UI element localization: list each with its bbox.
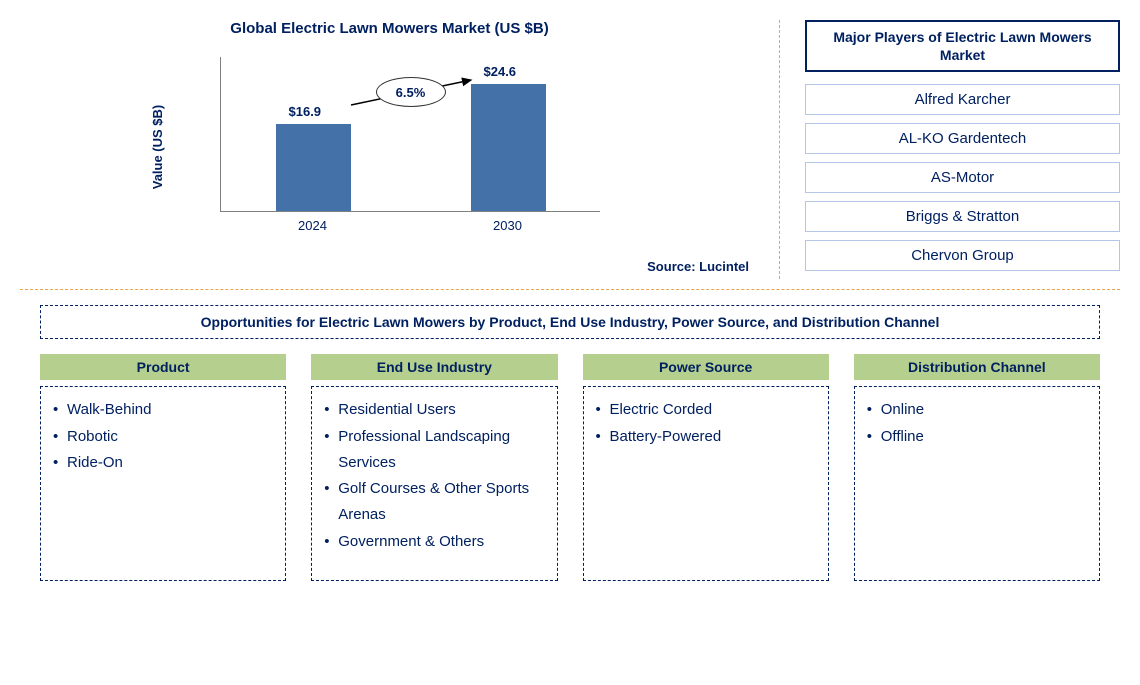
list-item: Residential Users xyxy=(324,397,544,423)
column-body: Residential Users Professional Landscapi… xyxy=(311,386,557,581)
column-product: Product Walk-Behind Robotic Ride-On xyxy=(40,354,286,581)
player-item: AS-Motor xyxy=(805,162,1120,193)
column-power-source: Power Source Electric Corded Battery-Pow… xyxy=(583,354,829,581)
x-tick-2030: 2030 xyxy=(493,218,522,233)
column-header: Product xyxy=(40,354,286,380)
source-label: Source: Lucintel xyxy=(647,259,749,274)
list-item: Electric Corded xyxy=(596,397,816,423)
x-tick-2024: 2024 xyxy=(298,218,327,233)
column-header: Power Source xyxy=(583,354,829,380)
bar-2024 xyxy=(276,124,351,211)
major-players-panel: Major Players of Electric Lawn Mowers Ma… xyxy=(780,20,1120,279)
column-header: Distribution Channel xyxy=(854,354,1100,380)
column-body: Electric Corded Battery-Powered xyxy=(583,386,829,581)
y-axis-label: Value (US $B) xyxy=(150,105,165,190)
player-item: Briggs & Stratton xyxy=(805,201,1120,232)
list-item: Walk-Behind xyxy=(53,397,273,423)
list-item: Ride-On xyxy=(53,450,273,476)
column-end-use: End Use Industry Residential Users Profe… xyxy=(311,354,557,581)
growth-rate-badge: 6.5% xyxy=(376,77,446,107)
bar-label-2024: $16.9 xyxy=(289,104,322,119)
bar-label-2030: $24.6 xyxy=(484,64,517,79)
opportunities-title: Opportunities for Electric Lawn Mowers b… xyxy=(40,305,1100,339)
plot-area: $16.9 2024 $24.6 2030 6.5% xyxy=(220,57,600,212)
opportunities-columns: Product Walk-Behind Robotic Ride-On End … xyxy=(20,354,1120,581)
bar-chart: Value (US $B) $16.9 2024 $24.6 2030 xyxy=(160,57,620,237)
column-distribution: Distribution Channel Online Offline xyxy=(854,354,1100,581)
players-title: Major Players of Electric Lawn Mowers Ma… xyxy=(805,20,1120,72)
list-item: Battery-Powered xyxy=(596,424,816,450)
list-item: Professional Landscaping Services xyxy=(324,424,544,477)
list-item: Golf Courses & Other Sports Arenas xyxy=(324,476,544,529)
growth-rate-value: 6.5% xyxy=(396,85,426,100)
player-item: AL-KO Gardentech xyxy=(805,123,1120,154)
list-item: Robotic xyxy=(53,424,273,450)
column-header: End Use Industry xyxy=(311,354,557,380)
chart-area: Global Electric Lawn Mowers Market (US $… xyxy=(20,20,780,279)
column-body: Online Offline xyxy=(854,386,1100,581)
list-item: Online xyxy=(867,397,1087,423)
bar-2030 xyxy=(471,84,546,211)
opportunities-section: Opportunities for Electric Lawn Mowers b… xyxy=(20,290,1120,581)
list-item: Government & Others xyxy=(324,529,544,555)
chart-title: Global Electric Lawn Mowers Market (US $… xyxy=(20,20,759,37)
player-item: Alfred Karcher xyxy=(805,84,1120,115)
player-item: Chervon Group xyxy=(805,240,1120,271)
top-section: Global Electric Lawn Mowers Market (US $… xyxy=(20,20,1120,290)
list-item: Offline xyxy=(867,424,1087,450)
column-body: Walk-Behind Robotic Ride-On xyxy=(40,386,286,581)
